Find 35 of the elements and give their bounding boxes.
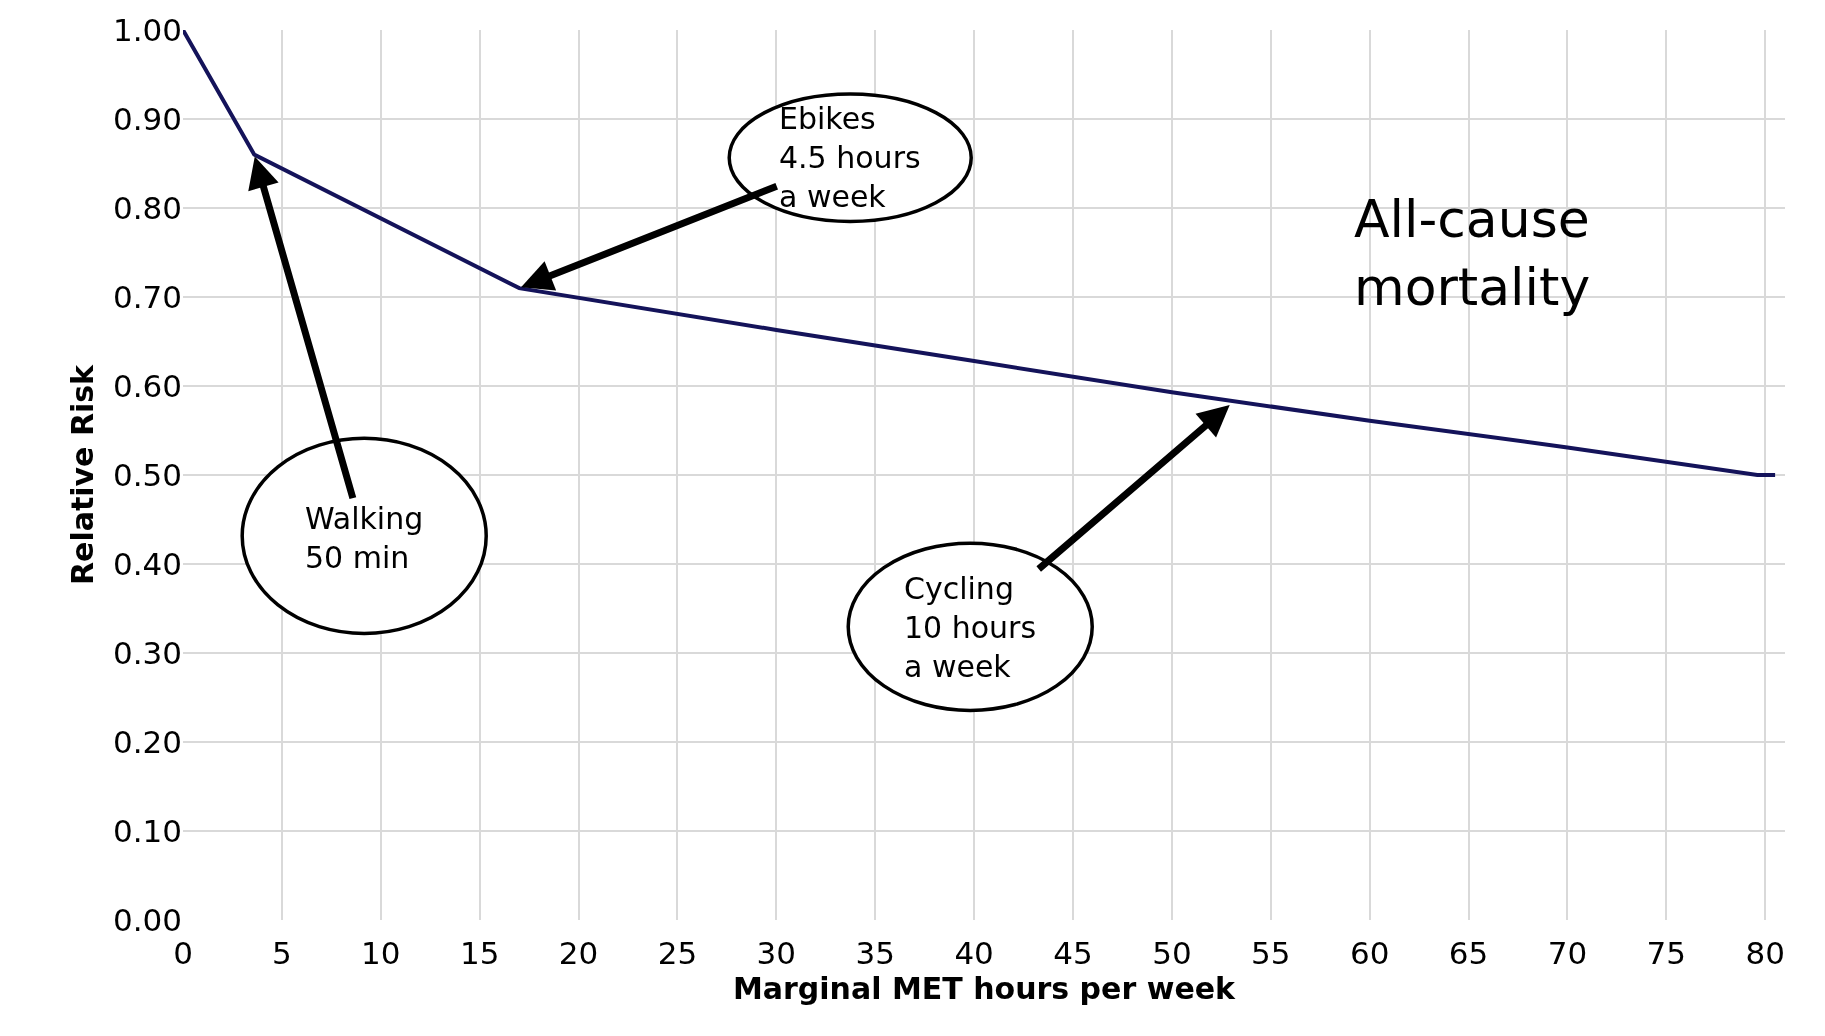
x-tick-label: 50 <box>1152 935 1192 971</box>
y-tick-label: 0.50 <box>112 456 182 493</box>
x-tick-label: 75 <box>1646 935 1687 971</box>
x-tick-label: 10 <box>361 935 401 971</box>
x-tick-label: 5 <box>272 935 292 971</box>
annotation: Ebikes 4.5 hours a week <box>779 101 921 214</box>
y-tick-label: 0.70 <box>112 278 182 315</box>
x-tick-label: 25 <box>657 935 698 971</box>
y-tick-label: 0.20 <box>112 723 182 760</box>
y-tick-label: 0.40 <box>112 545 182 582</box>
x-tick-label: 65 <box>1448 935 1489 971</box>
x-tick-label: 55 <box>1251 935 1291 971</box>
y-tick-label: 0.60 <box>112 367 182 404</box>
y-tick-label: 0.90 <box>112 100 182 137</box>
annotation: All-cause mortality <box>1354 189 1591 317</box>
x-tick-label: 35 <box>855 935 895 971</box>
x-tick-label: 60 <box>1349 935 1390 971</box>
y-tick-label: 0.10 <box>112 812 182 849</box>
y-tick-label: 0.00 <box>112 901 182 938</box>
x-tick-label: 30 <box>756 935 797 971</box>
y-tick-label: 1.00 <box>112 11 182 48</box>
x-tick-label: 40 <box>954 935 994 971</box>
annotation: Cycling 10 hours a week <box>904 571 1037 684</box>
line-series <box>183 30 1778 477</box>
y-tick-label: 0.80 <box>112 189 182 226</box>
x-tick-label: 45 <box>1053 935 1093 971</box>
x-tick-label: 80 <box>1745 935 1785 971</box>
x-tick-label: 15 <box>459 935 500 971</box>
x-tick-label: 0 <box>173 935 193 971</box>
x-tick-label: 20 <box>558 935 599 971</box>
y-tick-label: 0.30 <box>112 634 182 671</box>
y-axis-title: Relative Risk <box>64 363 100 586</box>
x-axis-title: Marginal MET hours per week <box>732 971 1237 1006</box>
annotation: Walking 50 min <box>305 501 424 575</box>
x-tick-label: 70 <box>1547 935 1588 971</box>
